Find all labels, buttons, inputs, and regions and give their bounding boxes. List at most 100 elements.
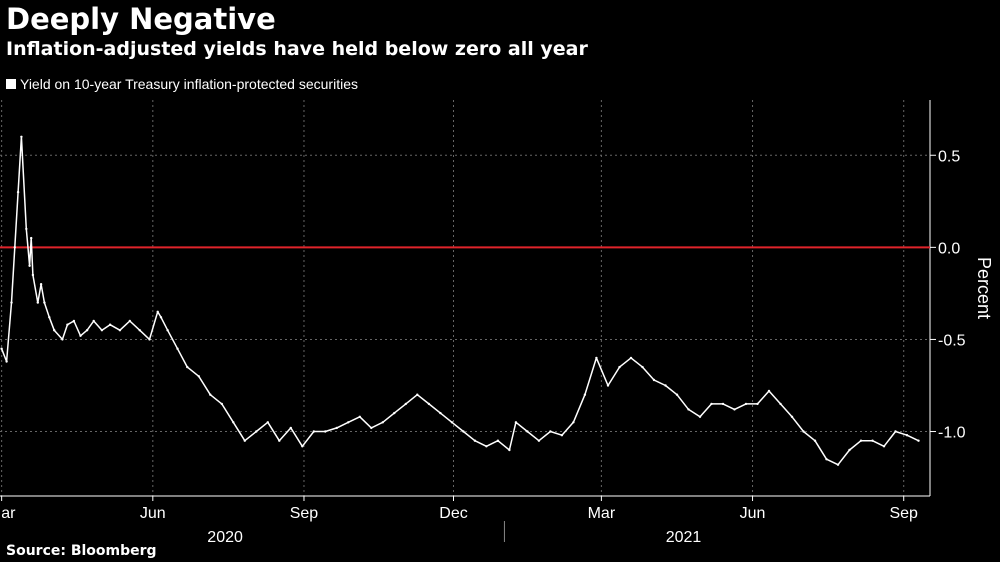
data-point (312, 430, 315, 433)
data-point (404, 402, 407, 406)
data-point (485, 445, 488, 448)
data-point (197, 375, 200, 378)
data-point (381, 421, 384, 424)
data-point (48, 316, 51, 319)
data-point (20, 135, 23, 138)
data-point (917, 439, 920, 442)
data-point (721, 402, 725, 406)
data-point (209, 393, 212, 396)
x-tick-label: Sep (290, 505, 319, 522)
chart-title: Deeply Negative (6, 2, 276, 36)
chart-subtitle: Inflation-adjusted yields have held belo… (6, 38, 588, 60)
data-point (5, 360, 8, 363)
legend: Yield on 10-year Treasury inflation-prot… (6, 76, 358, 92)
data-point (848, 448, 851, 452)
data-point (53, 329, 56, 332)
data-point (802, 430, 805, 433)
source-note: Source: Bloomberg (6, 543, 157, 559)
data-point (871, 439, 874, 442)
data-point (28, 264, 31, 267)
series-line (0, 136, 919, 466)
grid-layer (0, 100, 930, 496)
data-point (496, 439, 500, 442)
data-point (186, 365, 189, 369)
data-point (652, 378, 656, 382)
data-point (358, 415, 361, 418)
data-point (462, 430, 465, 433)
y-tick-label: -1.0 (938, 425, 966, 442)
data-point (416, 393, 419, 396)
data-point (813, 439, 817, 442)
data-point (859, 439, 863, 442)
data-point (733, 408, 736, 411)
data-point (128, 319, 131, 323)
data-point (744, 402, 748, 406)
data-point (790, 415, 794, 418)
data-point (508, 448, 511, 452)
y-axis-title: Percent (974, 257, 994, 319)
legend-swatch (6, 79, 16, 89)
x-tick-label: Dec (439, 505, 467, 522)
data-point (159, 316, 163, 319)
data-point (825, 458, 828, 461)
data-point (629, 356, 633, 360)
data-point (39, 283, 43, 286)
data-point (324, 430, 327, 433)
data-point (166, 329, 169, 332)
year-label: 2021 (666, 529, 702, 546)
data-point (473, 439, 477, 442)
data-point (618, 365, 621, 369)
data-point (664, 384, 667, 387)
data-point (393, 411, 396, 415)
data-point (595, 356, 598, 360)
data-point (138, 329, 141, 332)
data-point (72, 319, 76, 323)
data-point (100, 329, 104, 332)
data-point (79, 334, 82, 337)
data-point (0, 347, 3, 350)
data-point (148, 338, 151, 341)
data-point (61, 338, 64, 341)
data-point (156, 310, 159, 313)
data-point (767, 389, 771, 393)
data-point (278, 439, 281, 442)
data-point (85, 329, 89, 332)
data-point (243, 439, 246, 442)
data-point (572, 421, 575, 424)
axes-layer (0, 100, 936, 542)
data-point (30, 236, 33, 240)
data-point (514, 421, 518, 424)
data-point (66, 323, 69, 326)
data-point (698, 415, 702, 418)
data-point (10, 301, 13, 304)
data-point (108, 323, 112, 326)
series-layer (0, 135, 920, 466)
data-point (25, 227, 28, 231)
data-point (687, 408, 690, 411)
data-point (439, 411, 442, 415)
data-point (606, 384, 610, 387)
data-point (675, 393, 679, 396)
data-point (118, 329, 122, 332)
data-point (232, 421, 235, 424)
data-point (13, 246, 16, 249)
data-point (641, 365, 644, 369)
data-point (266, 421, 269, 424)
data-point (882, 445, 886, 448)
x-tick-label: Sep (889, 505, 918, 522)
data-point (347, 421, 350, 424)
data-point (176, 347, 179, 350)
data-point (16, 190, 20, 194)
data-point (549, 430, 552, 433)
data-point (289, 426, 292, 430)
y-tick-label: 0.5 (938, 148, 960, 165)
data-point (301, 445, 304, 448)
data-point (370, 426, 373, 430)
data-point (710, 402, 713, 406)
data-point (526, 430, 529, 433)
labels-layer: 0.5 0.0 -0.5 -1.0 Mar Jun Sep Dec Mar Jun Sep 2020 2… (0, 148, 994, 546)
data-point (92, 319, 95, 323)
data-point (31, 273, 35, 277)
x-tick-label: Jun (740, 505, 766, 522)
